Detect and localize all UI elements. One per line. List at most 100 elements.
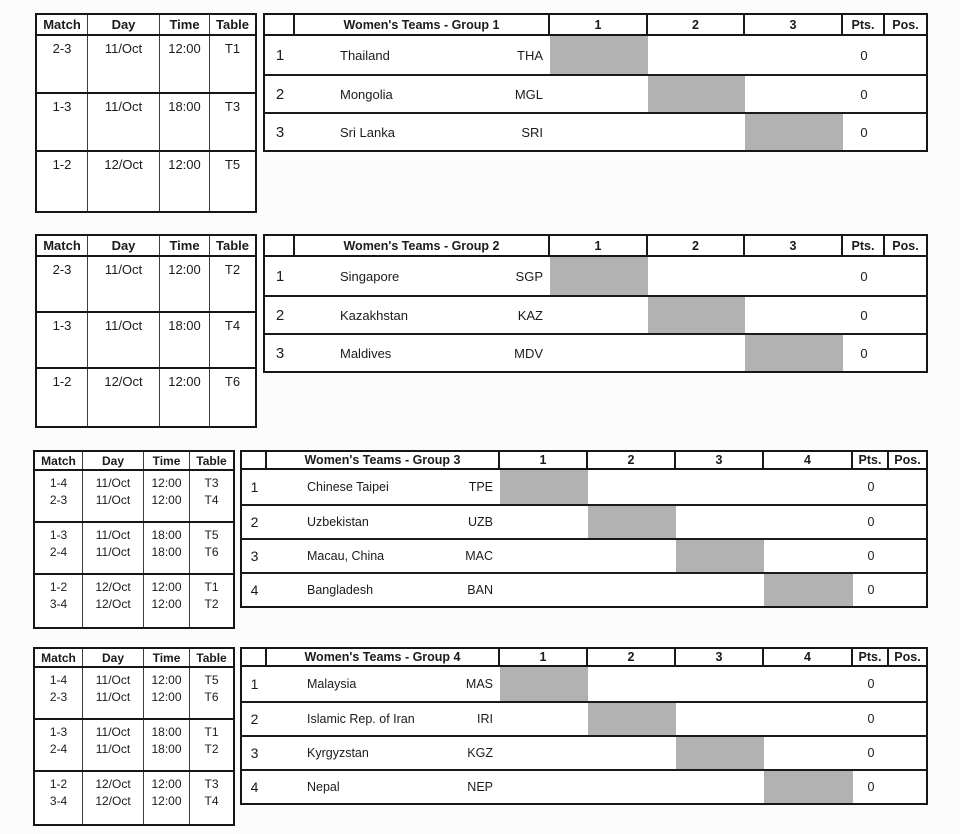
round-column-header-2: 2 xyxy=(588,649,676,665)
schedule-block: 2-3 11/Oct 12:00 T2 xyxy=(37,257,255,313)
schedule-value: 3-4 xyxy=(49,794,68,808)
schedule-header-table: Table xyxy=(196,650,227,665)
group-title: Women's Teams - Group 1 xyxy=(295,15,550,34)
schedule-cell: 11/Oct xyxy=(88,36,160,92)
schedule-value: T6 xyxy=(204,545,219,559)
schedule-value: 1-3 xyxy=(52,318,72,333)
schedule-value: 1-3 xyxy=(52,99,72,114)
schedule-value: 2-3 xyxy=(52,262,72,277)
team-name: Uzbekistan xyxy=(307,515,369,529)
match-schedule-table-group-1: Match Day Time Table 2-3 11/Oct 12:00 T1 1-3 11/O… xyxy=(35,13,257,213)
group-title: Women's Teams - Group 4 xyxy=(267,649,500,665)
team-rank: 1 xyxy=(275,46,285,64)
schedule-value: 12:00 xyxy=(168,157,201,172)
points-value: 0 xyxy=(860,268,868,284)
schedule-cell: 12:00 12:00 xyxy=(144,471,190,521)
team-rank: 2 xyxy=(275,85,285,103)
pts-header: Pts. xyxy=(853,452,889,468)
points-value: 0 xyxy=(867,780,875,794)
schedule-cell: 12:00 xyxy=(160,36,210,92)
schedule-value: 12:00 xyxy=(151,493,182,507)
schedule-cell: 1-2 3-4 xyxy=(35,575,83,627)
schedule-value: T3 xyxy=(204,476,219,490)
team-row-TPE: 1 Chinese Taipei TPE 0 xyxy=(242,470,926,504)
position-cell xyxy=(885,335,926,371)
team-rank: 2 xyxy=(250,514,259,530)
schedule-value: 11/Oct xyxy=(95,528,131,542)
schedule-header-table: Table xyxy=(216,238,249,253)
team-row-NEP: 4 Nepal NEP 0 xyxy=(242,769,926,803)
pos-header: Pos. xyxy=(892,238,919,253)
schedule-header-day: Day xyxy=(88,236,160,255)
schedule-value: 12/Oct xyxy=(95,794,131,808)
team-code: MAC xyxy=(465,549,493,563)
schedule-value: 2-3 xyxy=(49,690,68,704)
schedule-value: 1-2 xyxy=(52,374,72,389)
schedule-value: 11/Oct xyxy=(95,673,131,687)
schedule-cell: 1-3 xyxy=(37,94,88,150)
schedule-cell: T3 T4 xyxy=(190,772,233,824)
schedule-value: 12/Oct xyxy=(95,777,131,791)
team-rank: 1 xyxy=(275,267,285,285)
schedule-value: 1-3 xyxy=(49,528,68,542)
position-cell xyxy=(885,36,926,74)
schedule-value: 12:00 xyxy=(151,794,182,808)
schedule-header-match: Match xyxy=(37,15,88,34)
group-header-row: Women's Teams - Group 4 1 2 3 4 Pts. Pos. xyxy=(242,649,926,667)
diagonal-cell xyxy=(764,574,853,606)
schedule-cell: T3 T4 xyxy=(190,471,233,521)
schedule-cell: 1-2 xyxy=(37,369,88,426)
points-value: 0 xyxy=(867,515,875,529)
points-value: 0 xyxy=(867,583,875,597)
schedule-value: 11/Oct xyxy=(95,476,131,490)
group-header-row: Women's Teams - Group 2 1 2 3 Pts. Pos. xyxy=(265,236,926,257)
schedule-value: 12/Oct xyxy=(104,157,143,172)
position-cell xyxy=(889,540,926,572)
schedule-value: 12:00 xyxy=(151,580,182,594)
position-cell xyxy=(889,470,926,504)
schedule-value: T5 xyxy=(204,673,219,687)
diagonal-cell xyxy=(745,335,843,371)
schedule-value: 12:00 xyxy=(151,476,182,490)
schedule-header-time: Time xyxy=(160,15,210,34)
round-column-header-4: 4 xyxy=(764,452,853,468)
team-code: KGZ xyxy=(467,746,493,760)
schedule-cell: 12/Oct 12/Oct xyxy=(83,772,144,824)
schedule-cell: 11/Oct 11/Oct xyxy=(83,471,144,521)
schedule-cell: 2-3 xyxy=(37,36,88,92)
team-name: Chinese Taipei xyxy=(307,480,389,494)
team-row-UZB: 2 Uzbekistan UZB 0 xyxy=(242,504,926,538)
schedule-value: T6 xyxy=(204,690,219,704)
team-row-MAS: 1 Malaysia MAS 0 xyxy=(242,667,926,701)
match-schedule-table-group-3: Match Day Time Table 1-4 2-3 11/Oct 11/Oct 12:00… xyxy=(33,450,235,629)
team-rank: 2 xyxy=(250,711,259,727)
schedule-value: 12/Oct xyxy=(95,580,131,594)
schedule-cell: 12:00 12:00 xyxy=(144,575,190,627)
team-code: MGL xyxy=(514,86,543,102)
team-name: Maldives xyxy=(340,345,392,361)
schedule-header-row: Match Day Time Table xyxy=(35,452,233,471)
schedule-header-match: Match xyxy=(35,649,83,666)
diagonal-cell xyxy=(676,540,764,572)
schedule-header-row: Match Day Time Table xyxy=(37,236,255,257)
schedule-block: 1-3 2-4 11/Oct 11/Oct 18:00 18:00 T1 T2 xyxy=(35,720,233,772)
schedule-cell: 11/Oct 11/Oct xyxy=(83,720,144,770)
schedule-value: 12/Oct xyxy=(95,597,131,611)
group-title: Women's Teams - Group 2 xyxy=(295,236,550,255)
group-table-4: Women's Teams - Group 4 1 2 3 4 Pts. Pos. 1 Mala… xyxy=(240,647,928,805)
diagonal-cell xyxy=(500,667,588,701)
schedule-block: 1-2 12/Oct 12:00 T5 xyxy=(37,152,255,211)
schedule-value: 11/Oct xyxy=(104,262,143,277)
schedule-cell: 1-3 2-4 xyxy=(35,523,83,573)
schedule-header-time: Time xyxy=(144,452,190,469)
team-row-SGP: 1 Singapore SGP 0 xyxy=(265,257,926,295)
schedule-value: 2-4 xyxy=(49,545,68,559)
team-code: MAS xyxy=(465,677,493,691)
schedule-value: T1 xyxy=(204,580,219,594)
schedule-header-match: Match xyxy=(35,452,83,469)
team-name: Sri Lanka xyxy=(340,124,395,140)
group-title: Women's Teams - Group 3 xyxy=(267,452,500,468)
team-row-MDV: 3 Maldives MDV 0 xyxy=(265,333,926,371)
schedule-cell: 11/Oct xyxy=(88,257,160,311)
